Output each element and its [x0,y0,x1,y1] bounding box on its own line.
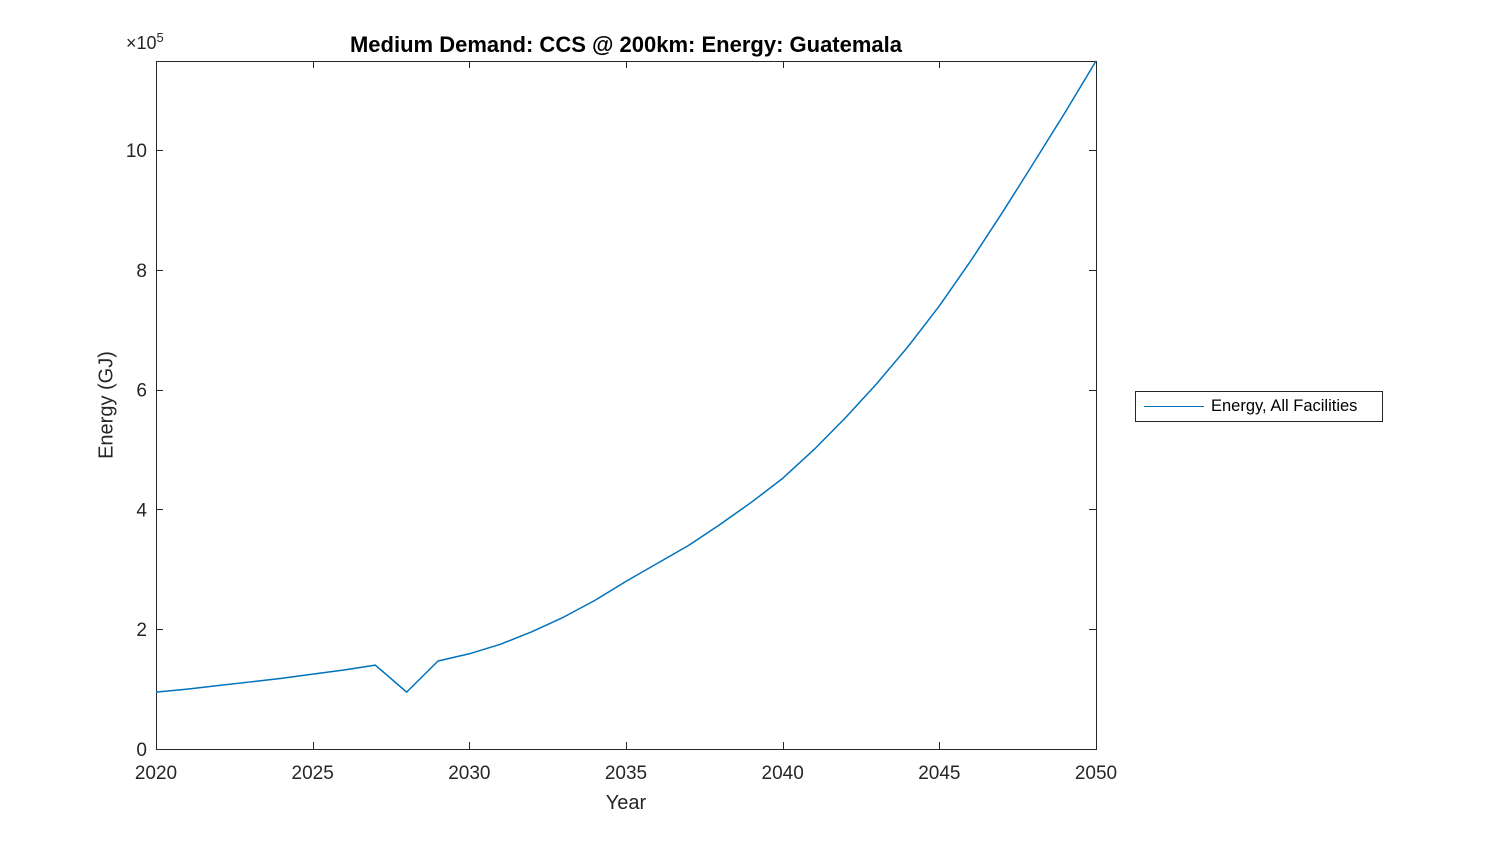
legend-label: Energy, All Facilities [1211,397,1358,415]
y-axis-exponent-label: ×105 [126,30,164,54]
x-tick-label: 2030 [448,763,490,784]
exponent-base: ×10 [126,33,157,53]
x-tick-label: 2040 [762,763,804,784]
y-tick-label: 2 [136,620,147,641]
x-axis-label: Year [605,792,647,814]
x-tick-label: 2025 [292,763,334,784]
exponent-power: 5 [156,30,164,45]
x-tick-label: 2035 [605,763,647,784]
data-line [155,60,1097,693]
x-tick-label: 2050 [1075,763,1117,784]
y-tick-label: 4 [136,500,147,521]
legend-line-sample [1144,406,1204,407]
y-tick-label: 8 [136,261,147,282]
legend-box: Energy, All Facilities [1135,391,1383,422]
y-tick-label: 10 [126,141,147,162]
x-tick-label: 2020 [135,763,177,784]
plot-frame [156,61,1097,750]
y-tick-label: 6 [136,381,147,402]
chart-title: Medium Demand: CCS @ 200km: Energy: Guat… [349,32,903,57]
x-tick-label: 2045 [918,763,960,784]
y-tick-label: 0 [136,740,147,761]
